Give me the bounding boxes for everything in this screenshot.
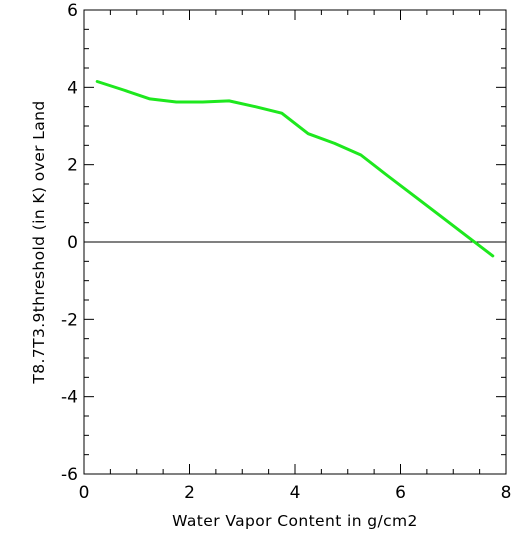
y-axis-title: T8.7T3.9threshold (in K) over Land [30, 100, 48, 384]
x-tick-label: 4 [290, 483, 301, 503]
y-tick-label: -6 [61, 465, 78, 485]
y-tick-label: -4 [61, 388, 78, 408]
y-tick-label: -2 [61, 310, 78, 330]
series-layer [95, 80, 495, 258]
x-axis-title: Water Vapor Content in g/cm2 [172, 512, 418, 530]
y-tick-label: 2 [67, 156, 78, 176]
series-line [95, 80, 495, 258]
y-tick-label: 0 [67, 233, 78, 253]
tick-marks-layer [83, 9, 507, 475]
x-tick-label: 6 [395, 483, 406, 503]
x-tick-label: 8 [501, 483, 512, 503]
x-tick-label: 2 [184, 483, 195, 503]
y-tick-label: 6 [67, 1, 78, 21]
x-tick-label: 0 [79, 483, 90, 503]
y-tick-label: 4 [67, 78, 78, 98]
